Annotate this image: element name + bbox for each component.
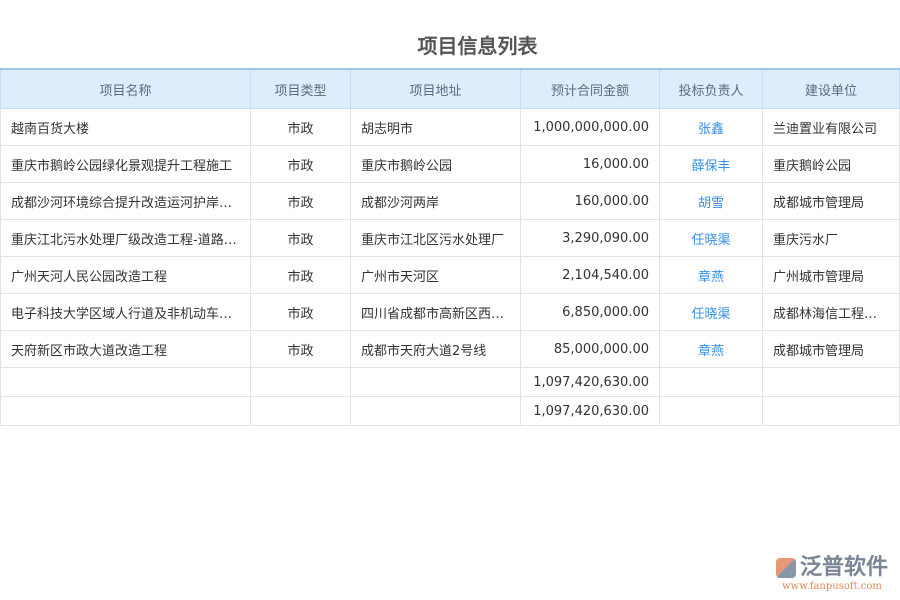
table-cell xyxy=(0,367,251,397)
table-row[interactable]: 电子科技大学区域人行道及非机动车… 市政 四川省成都市高新区西… 6,850,000.… xyxy=(0,293,900,331)
table-cell: 重庆污水厂 xyxy=(762,219,900,257)
table-row[interactable]: 重庆江北污水处理厂级改造工程-道路… 市政 重庆市江北区污水处理厂 3,290,090… xyxy=(0,219,900,257)
table-cell: 成都市天府大道2号线 xyxy=(350,330,521,368)
column-header: 建设单位 xyxy=(762,68,900,109)
table-cell: 市政 xyxy=(250,293,351,331)
logo-url: www.fanpusoft.com xyxy=(782,581,882,592)
total-row: 1,097,420,630.00 xyxy=(0,396,900,426)
table-cell: 16,000.00 xyxy=(520,145,660,183)
table-cell: 160,000.00 xyxy=(520,182,660,220)
table-cell: 2,104,540.00 xyxy=(520,256,660,294)
bid-owner-link[interactable]: 章燕 xyxy=(659,330,763,368)
column-header: 项目地址 xyxy=(350,68,521,109)
table-cell xyxy=(0,396,251,426)
table-cell: 广州天河人民公园改造工程 xyxy=(0,256,251,294)
table-cell xyxy=(250,396,351,426)
table-cell: 四川省成都市高新区西… xyxy=(350,293,521,331)
table-cell: 1,000,000,000.00 xyxy=(520,108,660,146)
total-row: 1,097,420,630.00 xyxy=(0,367,900,397)
table-cell xyxy=(762,396,900,426)
table-cell: 重庆市江北区污水处理厂 xyxy=(350,219,521,257)
column-header: 项目名称 xyxy=(0,68,251,109)
bid-owner-link[interactable]: 张鑫 xyxy=(659,108,763,146)
table-cell: 6,850,000.00 xyxy=(520,293,660,331)
fanpusoft-logo: 泛普软件 www.fanpusoft.com xyxy=(775,549,888,592)
column-header: 投标负责人 xyxy=(659,68,763,109)
logo-mark-icon xyxy=(775,558,796,578)
table-cell: 市政 xyxy=(250,256,351,294)
table-cell: 市政 xyxy=(250,108,351,146)
table-cell: 市政 xyxy=(250,219,351,257)
table-cell: 越南百货大楼 xyxy=(0,108,251,146)
table-cell: 成都沙河环境综合提升改造运河护岸… xyxy=(0,182,251,220)
table-cell: 市政 xyxy=(250,145,351,183)
table-cell xyxy=(250,367,351,397)
table-cell: 成都沙河两岸 xyxy=(350,182,521,220)
table-row[interactable]: 成都沙河环境综合提升改造运河护岸… 市政 成都沙河两岸 160,000.00 胡雪 成都城… xyxy=(0,182,900,220)
total-amount: 1,097,420,630.00 xyxy=(520,396,660,426)
table-row[interactable]: 越南百货大楼 市政 胡志明市 1,000,000,000.00 张鑫 兰迪置业有限公司 xyxy=(0,108,900,146)
table-cell: 重庆市鹅岭公园绿化景观提升工程施工 xyxy=(0,145,251,183)
table-cell xyxy=(350,396,521,426)
table-row[interactable]: 广州天河人民公园改造工程 市政 广州市天河区 2,104,540.00 章燕 广州城市管理… xyxy=(0,256,900,294)
bid-owner-link[interactable]: 薛保丰 xyxy=(659,145,763,183)
table-cell: 市政 xyxy=(250,330,351,368)
table-cell xyxy=(659,396,763,426)
table-cell: 电子科技大学区域人行道及非机动车… xyxy=(0,293,251,331)
table-cell: 重庆江北污水处理厂级改造工程-道路… xyxy=(0,219,251,257)
table-row[interactable]: 天府新区市政大道改造工程 市政 成都市天府大道2号线 85,000,000.00 章燕成… xyxy=(0,330,900,368)
logo-brand: 泛普软件 xyxy=(799,555,888,580)
table-cell xyxy=(659,367,763,397)
table-cell: 市政 xyxy=(250,182,351,220)
bid-owner-link[interactable]: 任晓渠 xyxy=(659,293,763,331)
page-title: 项目信息列表 xyxy=(417,34,538,58)
column-header: 预计合同金额 xyxy=(520,68,660,109)
table-cell: 85,000,000.00 xyxy=(520,330,660,368)
table-cell: 3,290,090.00 xyxy=(520,219,660,257)
table-cell: 成都城市管理局 xyxy=(762,330,900,368)
total-amount: 1,097,420,630.00 xyxy=(520,367,660,397)
table-cell: 天府新区市政大道改造工程 xyxy=(0,330,251,368)
bid-owner-link[interactable]: 任晓渠 xyxy=(659,219,763,257)
table-cell: 成都城市管理局 xyxy=(762,182,900,220)
table-cell: 重庆市鹅岭公园 xyxy=(350,145,521,183)
bid-owner-link[interactable]: 胡雪 xyxy=(659,182,763,220)
table-cell: 广州城市管理局 xyxy=(762,256,900,294)
table-cell: 成都林海信工程… xyxy=(762,293,900,331)
table-cell: 胡志明市 xyxy=(350,108,521,146)
project-table: 项目名称 项目类型 项目地址 预计合同金额 投标负责人 建设单位 越南百货大楼 市政 胡志明市… xyxy=(0,68,900,426)
bid-owner-link[interactable]: 章燕 xyxy=(659,256,763,294)
table-cell: 重庆鹅岭公园 xyxy=(762,145,900,183)
table-cell xyxy=(350,367,521,397)
table-cell xyxy=(762,367,900,397)
column-header: 项目类型 xyxy=(250,68,351,109)
table-cell: 广州市天河区 xyxy=(350,256,521,294)
table-cell: 兰迪置业有限公司 xyxy=(762,108,900,146)
table-row[interactable]: 重庆市鹅岭公园绿化景观提升工程施工 市政 重庆市鹅岭公园 16,000.00 薛保丰 重庆… xyxy=(0,145,900,183)
